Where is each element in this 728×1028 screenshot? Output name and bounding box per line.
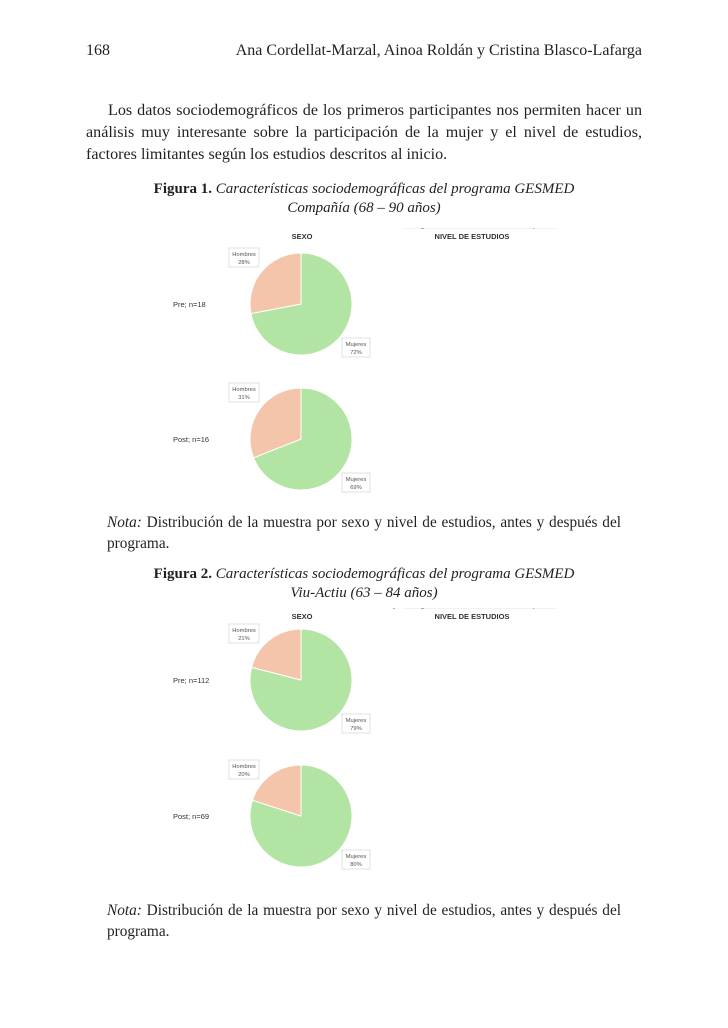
f2-callout-hombres-0 (228, 623, 260, 644)
f1-xtick-1-1: Básico (452, 228, 469, 230)
figure1-nota: Nota: Distribución de la muestra por sex… (107, 512, 621, 554)
figure2-label: Figura 2. (153, 566, 212, 582)
f2-callout-mujeres-0 (341, 713, 371, 734)
f1-group-label-0: Pre; n=18 (173, 300, 206, 309)
f2-xtick-1-1: Básico (452, 608, 469, 610)
running-head: Ana Cordellat-Marzal, Ainoa Roldán y Cri… (235, 42, 642, 59)
f2-pie-slice-hombres-0 (250, 628, 302, 681)
f1-callout-mujeres-1 (341, 472, 371, 493)
f2-pct-hombres-1: 20% (238, 772, 250, 778)
figure2-caption: Figura 2. Características sociodemográfi… (86, 565, 642, 603)
f1-callout-hombres-1 (228, 382, 260, 403)
figure1-chart: SEXO NIVEL DE ESTUDIOS Pre; n=18 Hombres 28%… (160, 224, 580, 503)
f1-group-label-1: Post; n=16 (173, 435, 209, 444)
f2-pie-slice-mujeres-0 (249, 628, 353, 732)
f2-label-hombres-0: Hombres (232, 628, 256, 634)
f1-label-mujeres-0: Mujeres (346, 342, 367, 348)
figure2-nota-text: Distribución de la muestra por sexo y ni… (107, 902, 621, 940)
figure1-nota-label: Nota: (107, 514, 142, 531)
f1-callout-mujeres-0 (341, 337, 371, 358)
page-header: 168 Ana Cordellat-Marzal, Ainoa Roldán y… (86, 42, 642, 62)
figure1-caption: Figura 1. Características sociodemográfi… (86, 180, 642, 218)
f1-xtick-1-0: Ninguno (412, 228, 434, 230)
f2-label-mujeres-1: Mujeres (346, 854, 367, 860)
figure1-nota-text: Distribución de la muestra por sexo y ni… (107, 514, 621, 552)
f2-group-label-0: Pre; n=112 (173, 676, 209, 685)
f1-pct-mujeres-1: 69% (350, 485, 362, 491)
f2-xtick-1-3: Superior (526, 608, 548, 610)
f2-svg: SEXO NIVEL DE ESTUDIOS Pre; n=112 Hombres 21… (173, 604, 556, 870)
f2-bar-title: NIVEL DE ESTUDIOS (435, 612, 510, 621)
f2-pie-title: SEXO (292, 612, 313, 621)
f2-pie-slice-mujeres-1 (249, 764, 353, 868)
f2-pct-mujeres-0: 79% (350, 726, 362, 732)
f1-label-hombres-1: Hombres (232, 387, 256, 393)
f2-xtick-1-2: Medio (491, 608, 507, 610)
f2-xtick-1-0: Ninguno (412, 608, 434, 610)
f1-bar-title: NIVEL DE ESTUDIOS (435, 232, 510, 241)
figure1-caption-line2: Compañía (68 – 90 años) (287, 200, 441, 216)
f2-pct-hombres-0: 21% (238, 636, 250, 642)
f1-ytick-1-7: 35 (392, 228, 398, 230)
f1-pct-hombres-0: 28% (238, 260, 250, 266)
figure2-nota: Nota: Distribución de la muestra por sex… (107, 900, 621, 942)
f2-ytick-1-9: 45,0 (387, 608, 398, 610)
f1-xtick-1-2: Medio (491, 228, 507, 230)
f2-label-mujeres-0: Mujeres (346, 718, 367, 724)
f1-xtick-1-3: Superior (526, 228, 548, 230)
f1-label-mujeres-1: Mujeres (346, 477, 367, 483)
f1-callout-hombres-0 (228, 247, 260, 268)
figure1-label: Figura 1. (153, 181, 212, 197)
f2-label-hombres-1: Hombres (232, 764, 256, 770)
f2-callout-mujeres-1 (341, 849, 371, 870)
f2-pie-slice-hombres-1 (251, 764, 302, 817)
f2-pct-mujeres-1: 80% (350, 862, 362, 868)
f1-pct-mujeres-0: 72% (350, 350, 362, 356)
f1-svg: SEXO NIVEL DE ESTUDIOS Pre; n=18 Hombres 28%… (173, 224, 556, 493)
f1-pie-slice-hombres-0 (249, 252, 302, 315)
f1-pct-hombres-1: 31% (238, 395, 250, 401)
figure2-caption-line1: Características sociodemográficas del pr… (215, 566, 575, 582)
f1-pie-slice-mujeres-1 (252, 387, 353, 491)
page-number: 168 (86, 42, 110, 59)
figure2-nota-label: Nota: (107, 902, 142, 919)
f1-pie-title: SEXO (292, 232, 313, 241)
figure2-chart: SEXO NIVEL DE ESTUDIOS Pre; n=112 Hombres 21… (160, 604, 580, 888)
f1-pie-slice-hombres-1 (249, 387, 302, 459)
figure1-caption-line1: Características sociodemográficas del pr… (215, 181, 575, 197)
f2-callout-hombres-1 (228, 759, 260, 780)
intro-paragraph: Los datos sociodemográficos de los prime… (86, 102, 642, 163)
f2-group-label-1: Post; n=69 (173, 812, 209, 821)
figure2-caption-line2: Viu-Actiu (63 – 84 años) (290, 585, 438, 601)
f1-label-hombres-0: Hombres (232, 252, 256, 258)
